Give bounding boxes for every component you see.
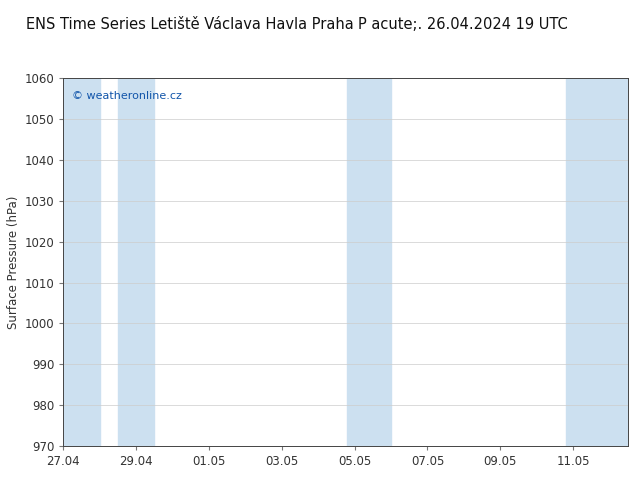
- Bar: [63, 78, 100, 446]
- Text: ENS Time Series Letiště Václava Havla Praha: ENS Time Series Letiště Václava Havla Pr…: [27, 17, 354, 32]
- Y-axis label: Surface Pressure (hPa): Surface Pressure (hPa): [8, 196, 20, 329]
- Bar: [118, 78, 155, 446]
- Text: © weatheronline.cz: © weatheronline.cz: [72, 91, 182, 101]
- Bar: [347, 78, 391, 446]
- Bar: [566, 78, 628, 446]
- Text: P acute;. 26.04.2024 19 UTC: P acute;. 26.04.2024 19 UTC: [358, 17, 567, 32]
